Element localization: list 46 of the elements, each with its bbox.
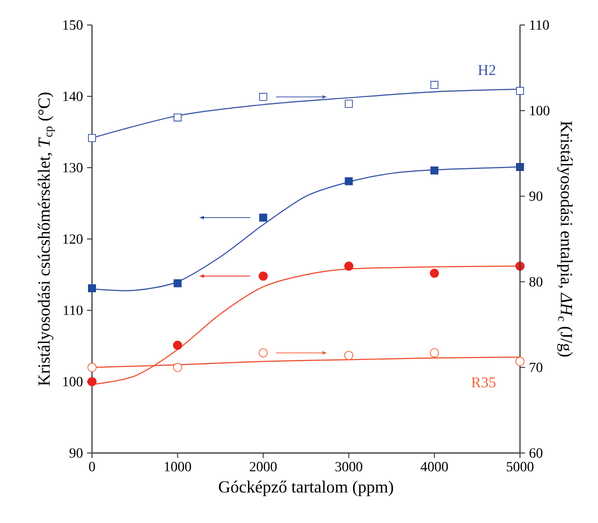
point xyxy=(515,356,525,366)
point xyxy=(344,100,353,108)
point xyxy=(344,262,354,271)
y2-tick-label: 80 xyxy=(529,277,542,287)
y-tick-label: 140 xyxy=(63,92,83,102)
series-label: H2 xyxy=(478,65,496,75)
y-tick-label: 120 xyxy=(63,234,83,244)
x-tick-label: 3000 xyxy=(335,462,362,472)
point xyxy=(173,362,182,372)
point xyxy=(344,177,353,186)
point xyxy=(430,80,438,89)
y-tick-label: 100 xyxy=(63,376,83,386)
point xyxy=(259,92,268,101)
x-axis-title: Gócképző tartalom (ppm) xyxy=(218,480,394,496)
point xyxy=(259,214,268,222)
point xyxy=(430,348,439,358)
y-axis-title: Kristályosodási csúcshőmérséklet, T$_{cp}$ (°C) xyxy=(38,92,55,386)
x-tick-label: 5000 xyxy=(506,462,534,472)
x-tick-label: 1000 xyxy=(164,462,192,472)
y2-tick-label: 60 xyxy=(530,448,542,458)
point xyxy=(430,166,438,175)
point xyxy=(430,268,439,278)
point xyxy=(344,350,354,360)
point xyxy=(258,348,268,358)
point xyxy=(174,279,182,288)
point xyxy=(174,113,182,122)
point xyxy=(87,377,97,386)
point xyxy=(173,340,182,350)
point xyxy=(258,271,268,281)
series-label: R35 xyxy=(472,377,496,388)
y2-tick-label: 100 xyxy=(530,106,550,116)
point xyxy=(516,86,524,95)
x-tick-label: 2000 xyxy=(250,462,277,472)
y-tick-label: 110 xyxy=(64,306,83,316)
y2-axis-title: Kristályosodási entalpia, ΔH$_{c}$ (J/g) xyxy=(557,121,573,357)
y2-tick-label: 70 xyxy=(530,362,542,372)
y-tick-label: 90 xyxy=(70,448,83,458)
x-tick-label: 0 xyxy=(89,462,95,472)
y-tick-label: 150 xyxy=(63,20,83,30)
x-tick-label: 4000 xyxy=(420,462,448,472)
point xyxy=(87,362,97,372)
y-tick-label: 130 xyxy=(63,162,83,172)
y2-tick-label: 110 xyxy=(530,20,549,30)
y2-tick-label: 90 xyxy=(529,191,542,201)
point xyxy=(88,284,96,292)
point xyxy=(88,134,96,142)
